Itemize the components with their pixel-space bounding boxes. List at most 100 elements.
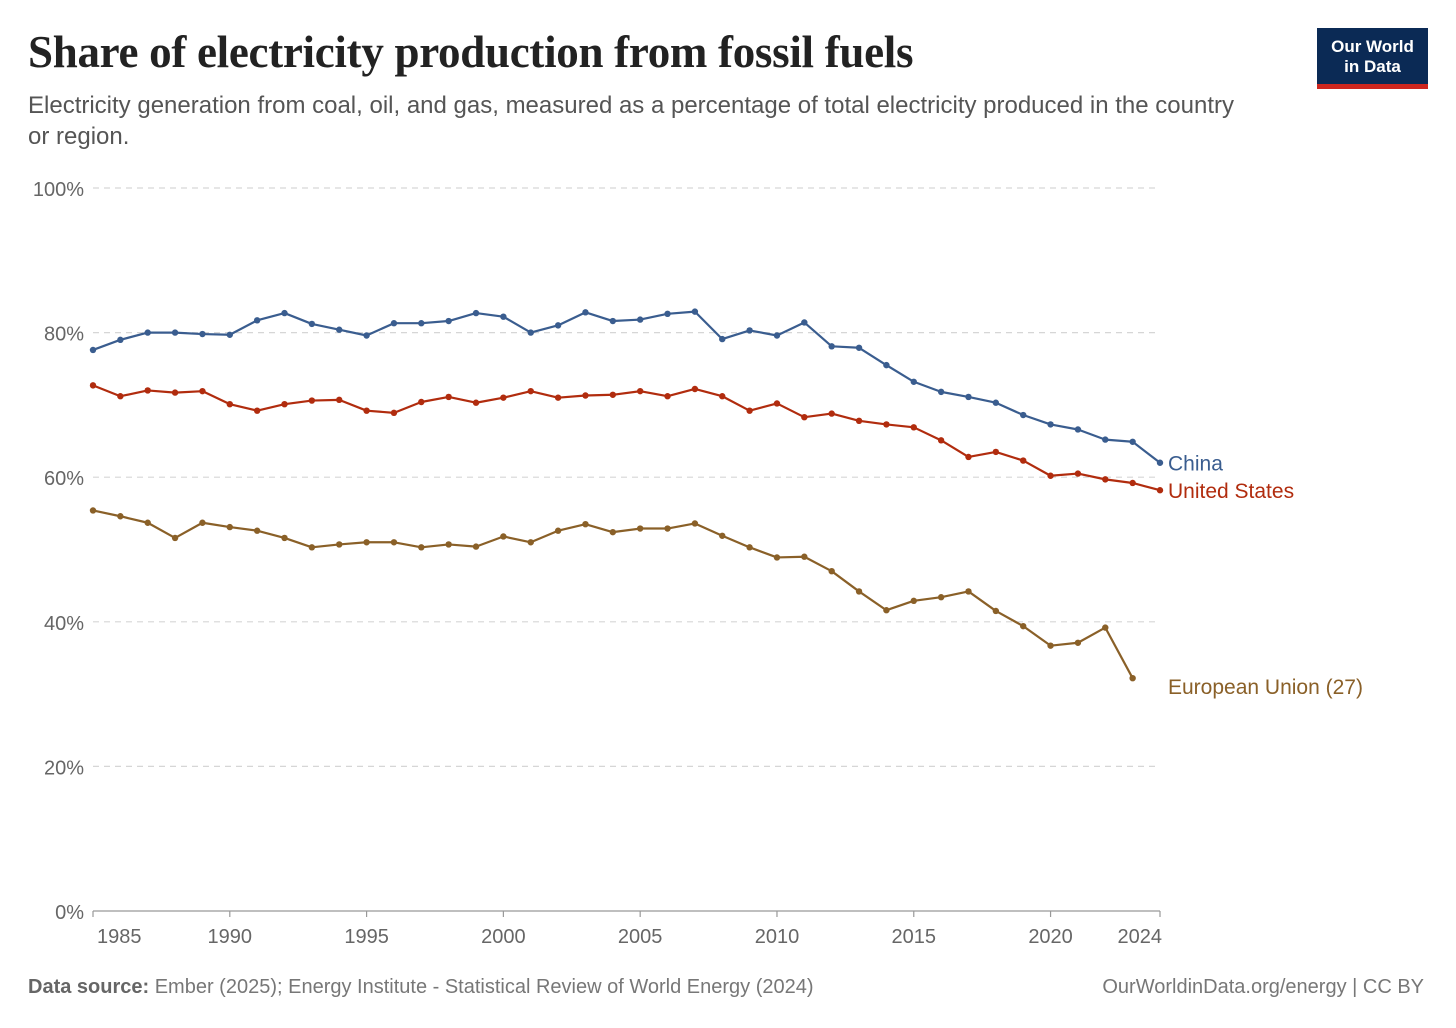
data-point-european-union-27 xyxy=(199,519,206,526)
series-label-european-union-27: European Union (27) xyxy=(1168,676,1363,699)
data-point-china xyxy=(418,320,425,327)
data-point-china xyxy=(828,343,835,350)
data-point-european-union-27 xyxy=(855,588,863,595)
data-point-european-union-27 xyxy=(719,532,726,539)
series-label-china: China xyxy=(1168,453,1223,476)
y-tick-label: 100% xyxy=(33,179,84,201)
chart-subtitle: Electricity generation from coal, oil, a… xyxy=(28,92,1234,150)
data-point-european-union-27 xyxy=(89,507,97,514)
data-point-united-states xyxy=(992,448,1000,456)
data-point-united-states xyxy=(1020,457,1027,464)
data-point-united-states xyxy=(1074,470,1082,477)
data-point-european-union-27 xyxy=(527,539,534,546)
data-point-united-states xyxy=(664,393,671,400)
data-point-european-union-27 xyxy=(500,533,507,540)
data-point-united-states xyxy=(1047,472,1054,479)
data-point-united-states xyxy=(253,407,261,414)
data-point-united-states xyxy=(363,407,370,414)
data-point-european-union-27 xyxy=(883,607,890,614)
data-point-china xyxy=(472,309,480,317)
data-point-china xyxy=(336,326,343,333)
data-point-china xyxy=(1102,436,1109,443)
data-point-united-states xyxy=(1129,479,1136,487)
data-point-united-states xyxy=(937,437,945,444)
data-point-china xyxy=(1129,438,1136,445)
data-point-european-union-27 xyxy=(1020,622,1027,630)
data-point-united-states xyxy=(226,400,233,408)
data-point-china xyxy=(1020,411,1027,419)
data-point-european-union-27 xyxy=(636,525,644,532)
data-point-european-union-27 xyxy=(253,527,261,534)
data-point-united-states xyxy=(691,385,699,393)
series xyxy=(89,308,1164,682)
axes: 0% 20% 40% 60% 80% 100% 1985 1990 1995 2000 2005 20… xyxy=(33,179,1162,948)
data-point-china xyxy=(363,332,370,339)
data-point-china xyxy=(746,327,753,334)
chart-title: Share of electricity production from fos… xyxy=(28,27,914,77)
data-point-united-states xyxy=(500,394,507,401)
data-point-european-union-27 xyxy=(117,513,124,520)
data-point-china xyxy=(773,332,781,339)
data-point-united-states xyxy=(883,421,890,428)
data-point-china xyxy=(883,361,890,369)
footer-link[interactable]: OurWorldinData.org/energy | CC BY xyxy=(1102,976,1424,998)
data-point-china xyxy=(527,329,534,336)
data-point-china xyxy=(199,330,206,338)
data-point-china xyxy=(171,329,179,336)
data-point-china xyxy=(226,331,233,338)
data-point-united-states xyxy=(390,409,398,417)
data-point-china xyxy=(281,309,288,317)
data-source: Data source: Ember (2025); Energy Instit… xyxy=(28,976,814,999)
data-point-united-states xyxy=(609,391,617,398)
data-point-european-union-27 xyxy=(746,544,753,551)
data-point-united-states xyxy=(855,417,863,425)
y-tick-label: 60% xyxy=(44,468,84,490)
owid-logo[interactable]: Our World in Data xyxy=(1317,28,1428,89)
logo-line-2: in Data xyxy=(1344,57,1401,76)
data-point-china xyxy=(308,320,316,328)
data-point-united-states xyxy=(308,397,316,404)
data-point-united-states xyxy=(144,387,151,394)
data-point-european-union-27 xyxy=(554,527,562,534)
data-point-united-states xyxy=(445,393,452,401)
data-point-european-union-27 xyxy=(281,534,288,542)
series-line-china xyxy=(92,310,1161,464)
data-point-united-states xyxy=(636,387,644,395)
series-label-united-states: United States xyxy=(1168,480,1294,503)
x-tick-label: 2020 xyxy=(1028,926,1073,948)
data-point-european-union-27 xyxy=(445,541,452,548)
data-point-european-union-27 xyxy=(828,567,835,575)
data-point-china xyxy=(609,317,617,325)
data-point-china xyxy=(801,319,808,326)
data-point-united-states xyxy=(965,453,972,461)
data-point-european-union-27 xyxy=(336,541,343,548)
data-point-european-union-27 xyxy=(965,588,972,595)
data-point-united-states xyxy=(1102,476,1109,483)
data-point-united-states xyxy=(554,394,562,401)
x-tick-label: 2005 xyxy=(618,926,663,948)
data-point-european-union-27 xyxy=(1047,642,1054,649)
data-point-european-union-27 xyxy=(910,597,917,605)
data-point-china xyxy=(719,335,726,343)
data-point-united-states xyxy=(527,387,534,395)
data-point-china xyxy=(253,317,261,324)
data-point-european-union-27 xyxy=(773,554,781,561)
data-point-china xyxy=(664,310,671,318)
data-point-china xyxy=(117,336,124,344)
data-point-european-union-27 xyxy=(582,520,589,528)
data-point-china xyxy=(144,329,151,336)
data-point-european-union-27 xyxy=(418,544,425,551)
data-point-china xyxy=(554,322,562,329)
data-point-united-states xyxy=(336,396,343,404)
data-point-china xyxy=(582,309,589,316)
data-point-united-states xyxy=(1156,487,1164,494)
data-point-china xyxy=(992,399,1000,406)
x-tick-label: 1985 xyxy=(97,926,142,948)
x-tick-label: 2000 xyxy=(481,926,526,948)
series-line-european-union-27 xyxy=(92,509,1134,679)
data-point-european-union-27 xyxy=(308,544,316,551)
data-point-united-states xyxy=(746,407,753,414)
data-point-united-states xyxy=(281,400,288,408)
data-point-european-union-27 xyxy=(937,594,945,601)
